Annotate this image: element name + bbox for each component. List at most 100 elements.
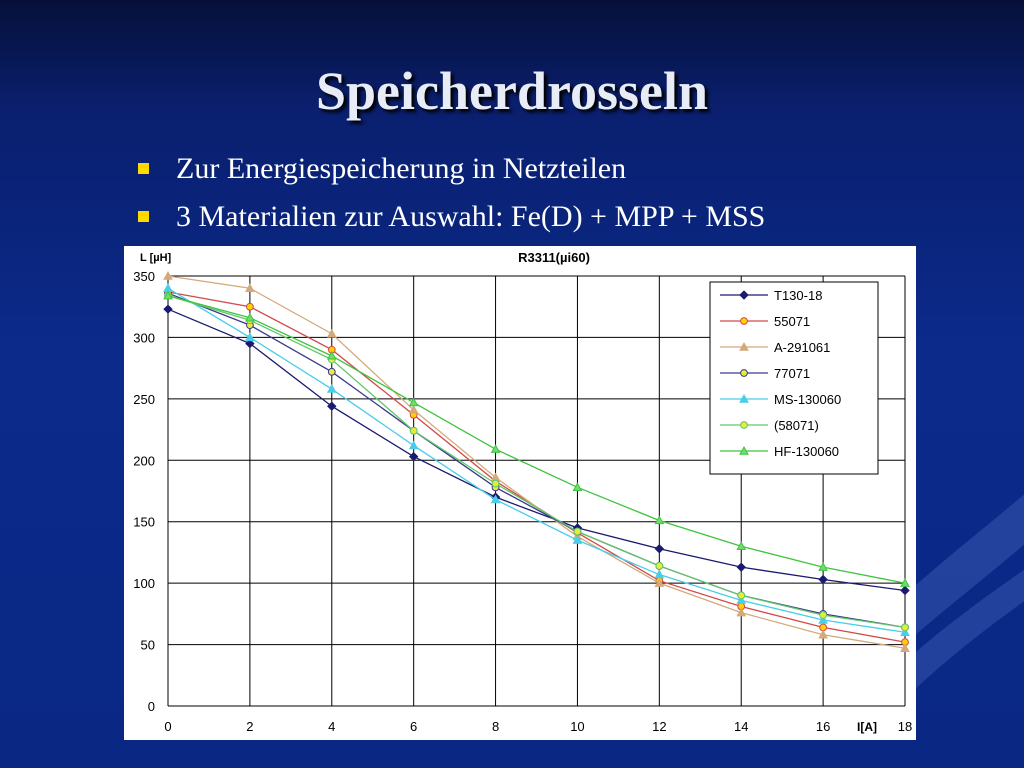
y-tick-label: 100: [133, 576, 155, 591]
x-tick-label: 18: [898, 719, 912, 734]
y-tick-label: 250: [133, 392, 155, 407]
data-point: [655, 562, 664, 570]
legend-box: [709, 281, 879, 475]
data-point: [245, 312, 255, 322]
data-point: [408, 404, 419, 414]
data-point: [901, 623, 909, 632]
x-tick-label: 6: [410, 719, 417, 734]
series-line: [167, 308, 906, 592]
data-point: [245, 283, 255, 292]
data-point: [408, 397, 419, 407]
data-point: [736, 541, 747, 550]
bullet-item: Zur Energiespeicherung in Netzteilen: [138, 148, 765, 196]
data-point: [900, 643, 910, 652]
chart-series: [163, 270, 910, 652]
bullet-item: 3 Materialien zur Auswahl: Fe(D) + MPP +…: [138, 196, 765, 244]
data-point: [818, 629, 828, 639]
data-point: [245, 338, 255, 349]
legend-marker: [740, 369, 748, 377]
y-tick-label: 0: [148, 699, 155, 714]
square-bullet-icon: [138, 163, 149, 174]
data-point: [326, 350, 337, 360]
data-point: [900, 585, 910, 596]
x-tick-label: 12: [652, 719, 666, 734]
data-point: [572, 535, 583, 544]
data-point: [491, 479, 500, 488]
legend-entry-label: 55071: [774, 314, 810, 329]
data-point: [654, 578, 665, 587]
bullet-text: Zur Energiespeicherung in Netzteilen: [176, 152, 627, 185]
data-point: [654, 569, 665, 579]
data-point: [409, 426, 418, 435]
x-tick-label: 2: [246, 719, 253, 734]
legend-marker: [739, 290, 749, 300]
y-tick-label: 150: [133, 515, 155, 530]
data-point: [900, 578, 910, 587]
data-point: [736, 607, 747, 617]
y-tick-label: 350: [133, 269, 155, 284]
slide-title: Speicherdrosseln: [315, 61, 709, 121]
x-axis-label: I[A]: [857, 720, 877, 734]
data-point: [408, 440, 419, 450]
legend-entry-label: HF-130060: [774, 444, 839, 459]
legend-entry-label: 77071: [774, 366, 810, 381]
series-t130-18: [163, 304, 910, 596]
data-point: [163, 304, 173, 314]
data-point: [163, 290, 173, 300]
chart-title: R3311(µi60): [518, 250, 590, 265]
legend-entry-label: (58071): [774, 418, 819, 433]
x-tick-label: 10: [570, 719, 584, 734]
y-tick-label: 300: [133, 330, 155, 345]
data-point: [245, 332, 255, 342]
data-point: [408, 451, 419, 462]
data-point: [245, 302, 254, 311]
data-point: [327, 401, 337, 411]
chart-svg: 0 50 100 150 200 250 300 350 0 2 4 6 8 10 12 14 16 18 R33…: [133, 250, 912, 734]
legend-entry-label: T130-18: [774, 288, 822, 303]
data-point: [818, 562, 828, 571]
data-point: [572, 482, 583, 492]
chart-legend: T130-18 55071 A-291061 77071 MS-130060 (58071…: [709, 281, 879, 475]
series-ms-130060: [163, 283, 910, 636]
series-line: [167, 295, 906, 629]
legend-marker: [740, 421, 748, 429]
x-tick-label: 16: [816, 719, 830, 734]
square-bullet-icon: [138, 211, 149, 222]
y-axis-label: L [µH]: [140, 252, 172, 264]
data-point: [654, 544, 665, 554]
data-point: [163, 283, 173, 292]
legend-entry-label: MS-130060: [774, 392, 841, 407]
y-tick-label: 50: [141, 638, 155, 653]
series-hf-130060: [163, 290, 910, 587]
data-point: [736, 562, 746, 572]
data-point: [736, 595, 747, 605]
data-point: [818, 614, 828, 624]
data-point: [327, 367, 336, 376]
legend-marker: [740, 317, 748, 325]
legend-marker: [739, 341, 749, 351]
data-point: [900, 627, 910, 636]
legend-marker: [739, 393, 749, 403]
series-line: [167, 287, 906, 633]
bullet-text: 3 Materialien zur Auswahl: Fe(D) + MPP +…: [176, 200, 766, 233]
data-point: [819, 611, 828, 619]
data-point: [326, 383, 337, 393]
x-tick-label: 0: [164, 719, 171, 734]
y-tick-label: 200: [133, 453, 155, 468]
data-point: [490, 444, 501, 453]
x-tick-label: 14: [734, 719, 748, 734]
data-point: [818, 574, 828, 585]
data-point: [490, 494, 501, 504]
bullet-list: Zur Energiespeicherung in Netzteilen 3 M…: [138, 148, 765, 244]
data-point: [737, 591, 746, 600]
x-tick-label: 8: [492, 719, 499, 734]
data-point: [163, 270, 173, 280]
data-point: [654, 515, 665, 525]
legend-marker: [739, 445, 749, 455]
x-tick-label: 4: [328, 719, 335, 734]
series-line: [167, 295, 906, 584]
legend-entry-label: A-291061: [774, 340, 830, 355]
data-point: [573, 527, 582, 536]
data-point: [326, 328, 337, 338]
inductance-chart: 0 50 100 150 200 250 300 350 0 2 4 6 8 10 12 14 16 18 R33…: [124, 246, 916, 740]
